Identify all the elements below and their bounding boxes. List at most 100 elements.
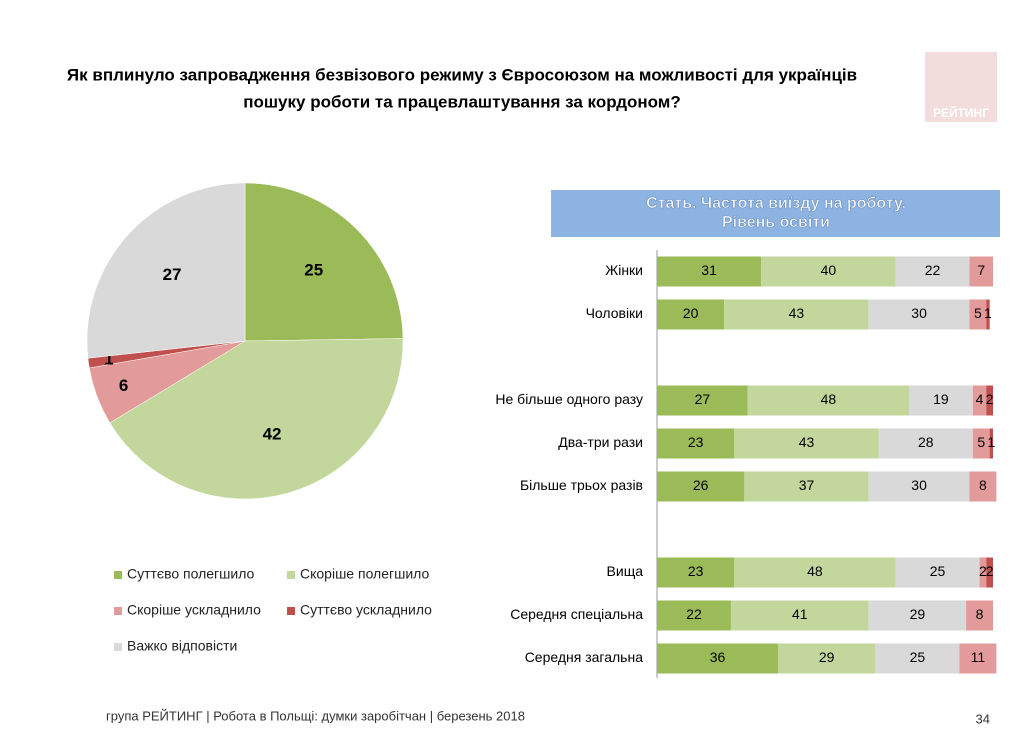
bar-segment [969, 299, 987, 330]
bar-value-label: 7 [977, 262, 985, 278]
panel-header [551, 190, 1000, 237]
bar-value-label: 1 [987, 434, 995, 450]
legend-swatch [114, 571, 122, 579]
bar-segment [657, 643, 778, 674]
bar-value-label: 37 [799, 477, 815, 493]
category-label: Середня спеціальна [510, 606, 643, 622]
bar-segment [657, 471, 745, 502]
bar-segment [986, 385, 993, 416]
bar-value-label: 29 [819, 649, 835, 665]
panel-title: Рівень освіти [722, 214, 830, 231]
legend-label: Суттєво ускладнило [300, 602, 432, 618]
bar-segment [747, 385, 909, 416]
bar-segment [868, 600, 967, 631]
bar-value-label: 40 [821, 262, 837, 278]
bar-value-label: 5 [974, 305, 982, 321]
bar-value-label: 31 [701, 262, 717, 278]
category-label: Більше трьох разів [520, 477, 643, 493]
bar-value-label: 1 [984, 305, 992, 321]
bar-segment [966, 600, 993, 631]
bar-value-label: 36 [710, 649, 726, 665]
bar-segment [989, 428, 993, 459]
category-label: Вища [607, 563, 644, 579]
pie-label: 27 [163, 265, 182, 284]
bar-segment [724, 299, 869, 330]
title-line: пошуку роботи та працевлаштування за кор… [243, 92, 681, 111]
category-label: Жінки [605, 262, 643, 278]
bar-segment [895, 557, 980, 588]
bar-segment [761, 256, 896, 287]
bar-value-label: 20 [683, 305, 699, 321]
bar-segment [657, 299, 725, 330]
pie-label: 25 [304, 261, 323, 280]
bar-segment [909, 385, 973, 416]
bar-value-label: 8 [979, 477, 987, 493]
title-line: Як вплинуло запровадження безвізового ре… [67, 65, 857, 84]
legend-swatch [287, 571, 295, 579]
bar-value-label: 27 [695, 391, 711, 407]
bar-value-label: 28 [918, 434, 934, 450]
bar-value-label: 2 [979, 563, 987, 579]
bar-value-label: 2 [986, 563, 994, 579]
bar-value-label: 41 [792, 606, 808, 622]
bar-value-label: 30 [911, 477, 927, 493]
bar-segment [657, 428, 735, 459]
bar-segment [657, 600, 731, 631]
bar-segment [875, 643, 960, 674]
bar-value-label: 25 [910, 649, 926, 665]
legend-label: Скоріше полегшило [300, 566, 429, 582]
bar-value-label: 26 [693, 477, 709, 493]
bar-segment [972, 385, 987, 416]
bar-segment [744, 471, 869, 502]
bar-value-label: 48 [821, 391, 837, 407]
bar-value-label: 23 [688, 434, 704, 450]
pie-label: 42 [263, 425, 282, 444]
bar-segment [969, 256, 993, 287]
bar-segment [777, 643, 876, 674]
bar-value-label: 2 [986, 391, 994, 407]
category-label: Середня загальна [525, 649, 644, 665]
bar-segment [868, 299, 970, 330]
bar-segment [734, 557, 896, 588]
bar-value-label: 5 [977, 434, 985, 450]
bar-value-label: 19 [933, 391, 949, 407]
bar-segment [734, 428, 879, 459]
bar-value-label: 8 [976, 606, 984, 622]
bar-segment [878, 428, 973, 459]
bar-segment [959, 643, 997, 674]
category-label: Чоловіки [586, 305, 643, 321]
bar-segment [986, 557, 993, 588]
page-number: 34 [976, 711, 990, 726]
bar-value-label: 29 [910, 606, 926, 622]
bar-value-label: 43 [799, 434, 815, 450]
bar-segment [895, 256, 970, 287]
bar-value-label: 22 [686, 606, 702, 622]
bar-segment [972, 428, 990, 459]
footer: група РЕЙТИНГ | Робота в Польщі: думки з… [106, 708, 525, 723]
panel-title: Стать. Частота виїзду на роботу. [646, 195, 906, 212]
bar-segment [986, 299, 990, 330]
pie-slice [86, 182, 246, 359]
legend-label: Суттєво полегшило [127, 566, 255, 582]
logo-box [925, 52, 997, 122]
category-label: Два-три рази [558, 434, 643, 450]
legend-swatch [114, 607, 122, 615]
logo-text: РЕЙТИНГ [933, 105, 989, 120]
legend-label: Важко відповісти [127, 638, 237, 654]
bar-segment [730, 600, 869, 631]
bar-segment [979, 557, 987, 588]
legend-swatch [287, 607, 295, 615]
bar-value-label: 48 [807, 563, 823, 579]
bar-value-label: 43 [789, 305, 805, 321]
bar-value-label: 30 [911, 305, 927, 321]
bar-value-label: 11 [971, 649, 986, 665]
legend-label: Скоріше ускладнило [127, 602, 261, 618]
bar-value-label: 4 [976, 391, 984, 407]
bar-segment [969, 471, 997, 502]
bar-segment [657, 385, 748, 416]
pie-slice [244, 182, 404, 342]
pie-label: 1 [104, 350, 113, 369]
bar-segment [657, 256, 762, 287]
bar-value-label: 22 [925, 262, 941, 278]
